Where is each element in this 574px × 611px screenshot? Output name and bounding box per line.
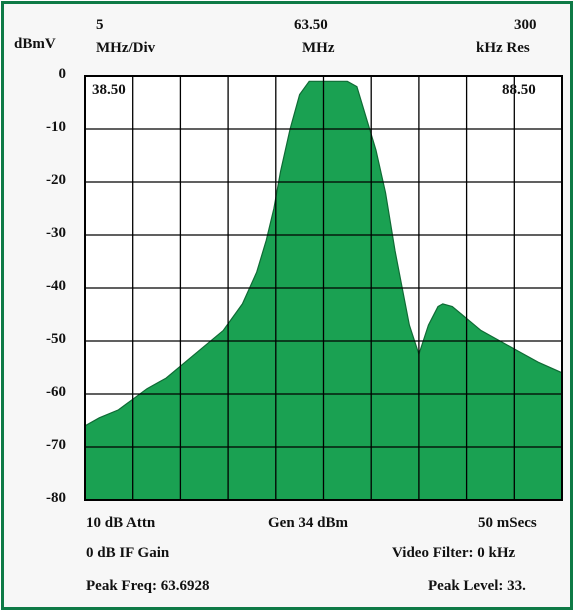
- if-gain-label: 0 dB IF Gain: [86, 545, 170, 561]
- sweep-time-label: 50 mSecs: [478, 515, 537, 531]
- video-filter-label: Video Filter: 0 kHz: [392, 545, 516, 561]
- y-tick-label: -20: [46, 172, 66, 188]
- peak-level-label: Peak Level: 33.: [428, 578, 526, 594]
- center-value: 63.50: [294, 17, 328, 33]
- res-unit: kHz Res: [476, 40, 530, 56]
- y-tick-label: -50: [46, 331, 66, 347]
- y-tick-label: -80: [46, 490, 66, 506]
- res-value: 300: [514, 17, 537, 33]
- start-frequency-label: 38.50: [92, 82, 126, 98]
- y-tick-label: -60: [46, 384, 66, 400]
- span-value: 5: [96, 17, 104, 33]
- y-tick-label: -10: [46, 119, 66, 135]
- stop-frequency-label: 88.50: [502, 82, 536, 98]
- y-unit-label: dBmV: [14, 36, 56, 52]
- center-unit: MHz: [302, 40, 335, 56]
- y-tick-label: -40: [46, 278, 66, 294]
- peak-frequency-label: Peak Freq: 63.6928: [86, 578, 210, 594]
- y-tick-label: -30: [46, 225, 66, 241]
- y-tick-label: 0: [58, 66, 67, 82]
- y-tick-label: -70: [46, 437, 66, 453]
- span-unit: MHz/Div: [96, 40, 156, 56]
- attenuation-label: 10 dB Attn: [86, 515, 156, 531]
- generator-label: Gen 34 dBm: [268, 515, 349, 531]
- plot-border: [84, 75, 563, 501]
